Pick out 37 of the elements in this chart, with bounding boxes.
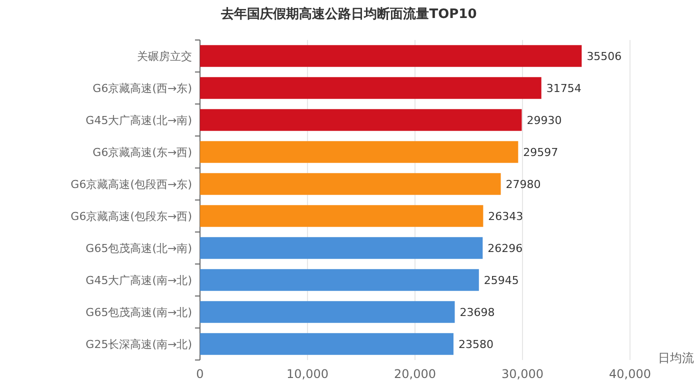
- bar: [200, 205, 484, 227]
- x-tick-label: 40,000: [609, 367, 651, 380]
- data-label: 27980: [506, 178, 541, 191]
- bar: [200, 141, 518, 163]
- bar: [200, 45, 582, 67]
- data-label: 25945: [484, 274, 519, 287]
- bar: [200, 173, 501, 195]
- x-tick-label: 0: [196, 367, 204, 380]
- y-tick-label: G6京藏高速(西→东): [92, 82, 192, 95]
- data-label: 23698: [460, 306, 495, 319]
- y-tick-label: G65包茂高速(北→南): [86, 242, 192, 255]
- x-tick-label: 30,000: [502, 367, 544, 380]
- y-tick-label: G6京藏高速(东→西): [92, 146, 192, 159]
- bar: [200, 333, 454, 355]
- data-label: 26296: [488, 242, 523, 255]
- x-tick-label: 10,000: [286, 367, 328, 380]
- data-label: 29597: [523, 146, 558, 159]
- y-tick-label: G45大广高速(北→南): [86, 114, 192, 127]
- bar: [200, 77, 542, 99]
- y-tick-label: 关碾房立交: [137, 50, 192, 63]
- x-axis-title: 日均流: [658, 351, 694, 365]
- y-tick-label: G6京藏高速(包段西→东): [70, 178, 192, 191]
- data-label: 29930: [526, 114, 562, 127]
- y-tick-label: G6京藏高速(包段东→西): [70, 210, 192, 223]
- data-label: 35506: [586, 50, 622, 63]
- bar: [200, 269, 479, 291]
- bar: [200, 109, 522, 131]
- data-label: 26343: [488, 210, 524, 223]
- y-tick-label: G45大广高速(南→北): [86, 274, 192, 287]
- bar: [200, 237, 483, 259]
- data-label: 23580: [458, 338, 494, 351]
- y-tick-label: G25长深高速(南→北): [86, 338, 192, 351]
- x-tick-label: 20,000: [394, 367, 436, 380]
- bar: [200, 301, 455, 323]
- data-label: 31754: [546, 82, 582, 95]
- y-tick-label: G65包茂高速(南→北): [86, 306, 192, 319]
- chart-title: 去年国庆假期高速公路日均断面流量TOP10: [220, 6, 477, 22]
